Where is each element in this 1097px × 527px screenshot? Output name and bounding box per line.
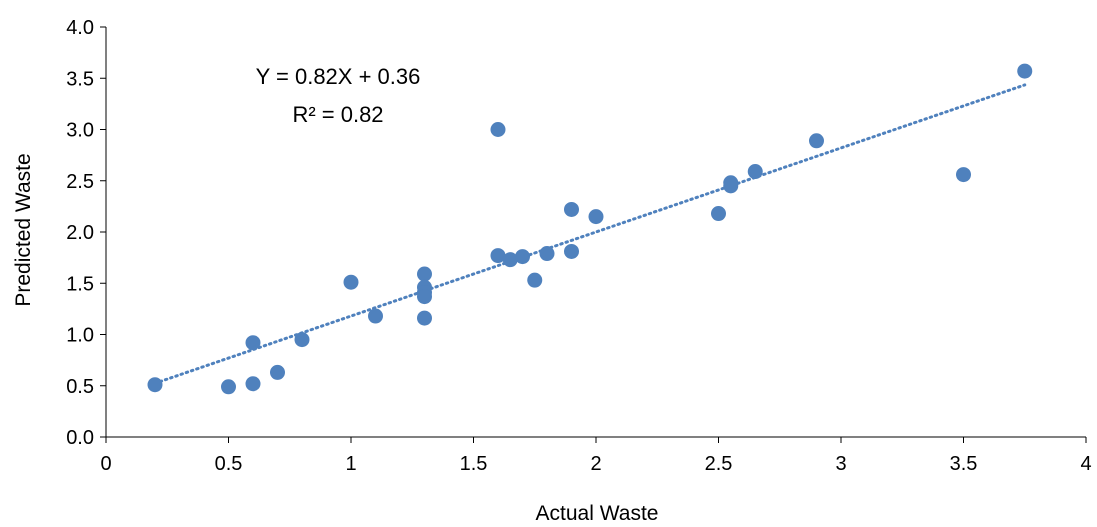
- x-tick-label: 0: [100, 453, 111, 475]
- x-tick-label: 2.5: [705, 453, 733, 475]
- y-tick-label: 0.5: [66, 376, 94, 398]
- r-squared-label: R² = 0.82: [292, 102, 383, 127]
- x-tick-label: 4: [1080, 453, 1091, 475]
- data-point: [490, 248, 506, 264]
- x-tick-label: 3: [835, 453, 846, 475]
- y-axis-title: Predicted Waste: [12, 153, 35, 306]
- data-point: [221, 379, 236, 395]
- x-axis-title: Actual Waste: [536, 502, 659, 525]
- data-point: [1017, 63, 1033, 79]
- data-point: [147, 377, 163, 393]
- x-tick-label: 1: [345, 453, 356, 475]
- data-point: [747, 164, 763, 180]
- data-point: [245, 376, 261, 392]
- axes: [100, 26, 1087, 443]
- x-tick-label: 2: [590, 453, 601, 475]
- y-tick-label: 4.0: [66, 17, 94, 39]
- data-point: [245, 335, 261, 351]
- data-point: [417, 266, 432, 282]
- y-tick-label: 1.5: [66, 273, 94, 295]
- y-tick-label: 0.0: [66, 427, 94, 449]
- data-point: [564, 243, 579, 259]
- trendline: [153, 83, 1027, 385]
- data-point: [490, 122, 506, 137]
- data-point: [417, 310, 432, 326]
- data-points: [147, 63, 1033, 395]
- data-point: [711, 206, 726, 222]
- data-point: [368, 308, 383, 324]
- data-point: [539, 246, 555, 262]
- data-point: [564, 201, 579, 217]
- data-point: [515, 249, 530, 265]
- x-tick-label: 3.5: [950, 453, 978, 475]
- y-tick-label: 3.5: [66, 68, 94, 90]
- y-tick-label: 2.5: [66, 171, 94, 193]
- data-point: [343, 274, 359, 290]
- data-point: [809, 133, 824, 149]
- y-tick-label: 1.0: [66, 325, 94, 347]
- data-point: [527, 272, 543, 288]
- data-point: [270, 364, 285, 380]
- y-tick-label: 3.0: [66, 120, 94, 142]
- equation-label: Y = 0.82X + 0.36: [256, 64, 421, 89]
- y-tick-label: 2.0: [66, 222, 94, 244]
- data-point: [502, 252, 518, 268]
- trendline-group: [153, 83, 1027, 385]
- data-point: [294, 332, 310, 348]
- data-point: [723, 178, 739, 194]
- x-tick-label: 1.5: [460, 453, 488, 475]
- tick-labels: 0.0 0.5 1.0 1.5 2.0 2.5 3.0 3.5 4.0 0 0.5 1 1.5 2 2.5 3…: [66, 17, 1091, 475]
- data-point: [956, 167, 971, 183]
- data-point: [417, 289, 432, 305]
- x-tick-label: 0.5: [215, 453, 243, 475]
- data-point: [588, 209, 604, 225]
